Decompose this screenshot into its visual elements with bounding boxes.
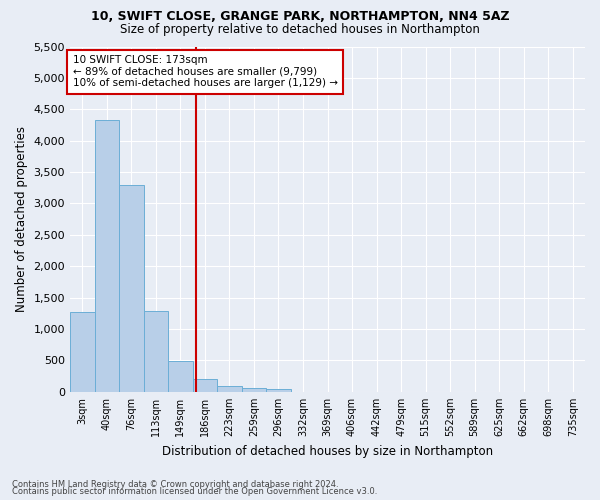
Bar [193, 378, 217, 392]
Bar [143, 311, 168, 392]
Y-axis label: Number of detached properties: Number of detached properties [15, 126, 28, 312]
Bar [95, 120, 119, 392]
Text: 10, SWIFT CLOSE, GRANGE PARK, NORTHAMPTON, NN4 5AZ: 10, SWIFT CLOSE, GRANGE PARK, NORTHAMPTO… [91, 10, 509, 23]
Bar [242, 388, 266, 392]
Bar [266, 388, 291, 392]
Text: Contains public sector information licensed under the Open Government Licence v3: Contains public sector information licen… [12, 487, 377, 496]
Bar [70, 312, 95, 392]
Bar [119, 184, 143, 392]
Text: Size of property relative to detached houses in Northampton: Size of property relative to detached ho… [120, 22, 480, 36]
Text: 10 SWIFT CLOSE: 173sqm
← 89% of detached houses are smaller (9,799)
10% of semi-: 10 SWIFT CLOSE: 173sqm ← 89% of detached… [73, 55, 338, 88]
Text: Contains HM Land Registry data © Crown copyright and database right 2024.: Contains HM Land Registry data © Crown c… [12, 480, 338, 489]
X-axis label: Distribution of detached houses by size in Northampton: Distribution of detached houses by size … [162, 444, 493, 458]
Bar [217, 386, 242, 392]
Bar [168, 361, 193, 392]
